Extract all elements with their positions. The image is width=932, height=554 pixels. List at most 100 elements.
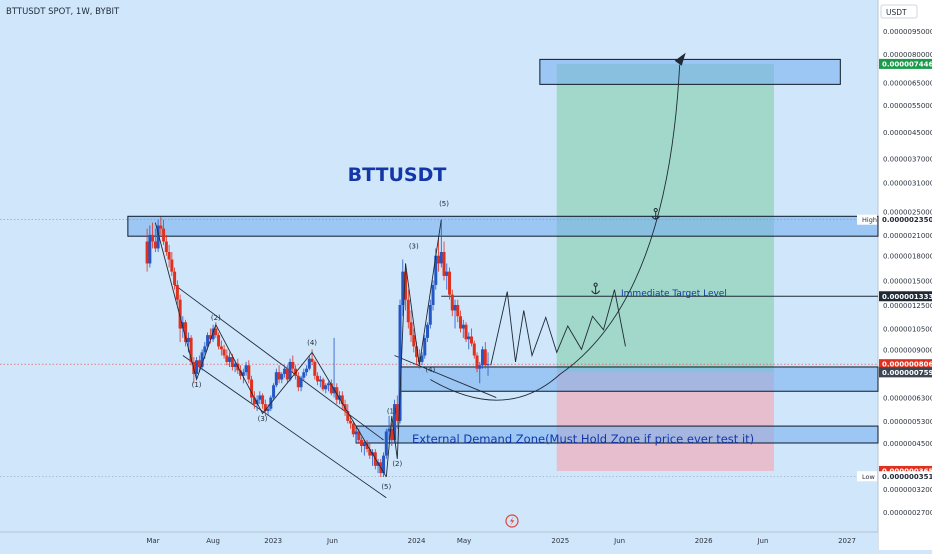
symbol-header[interactable]: BTTUSDT SPOT, 1W, BYBIT (6, 7, 120, 17)
candle-body (167, 252, 171, 260)
candle-body (486, 364, 490, 366)
price-axis[interactable]: 0.0000095000 0.0000080000 0.0000065000 0.00… (883, 28, 932, 517)
candle (296, 372, 300, 392)
candle-body (255, 399, 259, 405)
candle-body (423, 337, 427, 356)
candle (217, 332, 221, 350)
candle (362, 440, 366, 456)
candle (459, 310, 463, 333)
candle (151, 222, 155, 249)
candle-body (219, 346, 223, 350)
candle-body (475, 355, 479, 369)
candle-body (233, 363, 237, 367)
candle (401, 259, 405, 317)
candle-body (252, 397, 256, 405)
candle (288, 358, 292, 382)
candle-body (393, 404, 397, 441)
candle-body (357, 431, 361, 441)
candle (340, 391, 344, 409)
candle (225, 349, 229, 366)
candle-body (291, 361, 295, 369)
candle-body (200, 352, 204, 367)
candle (464, 322, 468, 343)
elliott-wave-path (385, 219, 442, 477)
candle-body (445, 271, 449, 276)
trend-line (182, 355, 387, 499)
candle (219, 340, 223, 356)
price-label-value: 0.0000003518 (882, 473, 932, 481)
candle (423, 335, 427, 359)
time-tick-label: 2023 (264, 537, 282, 545)
price-label-box (879, 214, 932, 225)
candle (368, 442, 372, 459)
candle-body (387, 428, 391, 432)
candle (409, 310, 413, 343)
candle (167, 244, 171, 268)
price-tag-label: Low (862, 473, 875, 481)
candle (467, 332, 471, 350)
candle (442, 241, 446, 281)
candle-body (448, 271, 452, 295)
price-tag-box (857, 214, 877, 225)
currency-button-label: USDT (886, 8, 907, 17)
candle (244, 361, 248, 376)
candle-body (225, 355, 229, 362)
candle-body (442, 252, 446, 276)
price-tick-label: 0.0000005300 (883, 418, 932, 426)
candle (170, 252, 174, 276)
wave-label: (4) (425, 366, 435, 374)
price-label: 0.0000007594 (879, 367, 932, 378)
candle-body (351, 423, 355, 435)
lightning-icon[interactable] (505, 514, 519, 528)
price-label-value: 0.0000013334 (882, 293, 932, 301)
price-label-value: 0.0000008066 (882, 361, 932, 369)
wave-label: (5) (381, 483, 391, 491)
time-tick-label: 2027 (838, 537, 856, 545)
currency-button[interactable]: USDT (880, 4, 918, 19)
price-tick-label: 0.0000015000 (883, 277, 932, 285)
candle (483, 342, 487, 369)
candle-body (401, 271, 405, 305)
candle (272, 383, 276, 400)
candle (305, 365, 309, 376)
anchor-fluke (591, 290, 601, 295)
candle-body (307, 358, 311, 369)
candle (200, 349, 204, 371)
candle-body (453, 304, 457, 311)
wave-label: (4) (307, 339, 317, 347)
time-tick-label: Jun (613, 537, 625, 545)
candle (263, 399, 267, 416)
candle (445, 263, 449, 290)
candle-body (170, 259, 174, 272)
lightning-icon-bolt (510, 516, 515, 526)
candle (478, 361, 482, 384)
candle (184, 319, 188, 347)
price-labels-layer: 0.0000074466 0.0000023500 High 0.0000013334… (857, 58, 932, 482)
candle-body (173, 271, 177, 285)
price-label-value: 0.0000007594 (882, 369, 932, 377)
candle (173, 267, 177, 290)
time-axis-panel (0, 532, 878, 550)
candle-body (450, 294, 454, 311)
wave-label: (2) (392, 460, 402, 468)
candle (412, 328, 416, 353)
candle-body (321, 379, 325, 390)
time-axis[interactable]: Mar Aug 2023 Jun 2024 May 2025 Jun 2026 Jun 2027 (146, 537, 856, 545)
candle-body (261, 395, 265, 405)
candle-body (258, 395, 262, 400)
candle-body (360, 440, 364, 447)
price-label: 0.0000013334 (879, 291, 932, 302)
price-tag-label: High (862, 216, 877, 224)
candle (428, 299, 432, 329)
candle-body (186, 337, 190, 343)
candle-body (313, 361, 317, 376)
candle-body (365, 442, 369, 450)
candle-body (362, 442, 366, 447)
candle-body (263, 404, 267, 412)
candle-body (214, 328, 218, 336)
candle (354, 428, 358, 443)
candle-body (412, 335, 416, 347)
candle (197, 355, 201, 373)
